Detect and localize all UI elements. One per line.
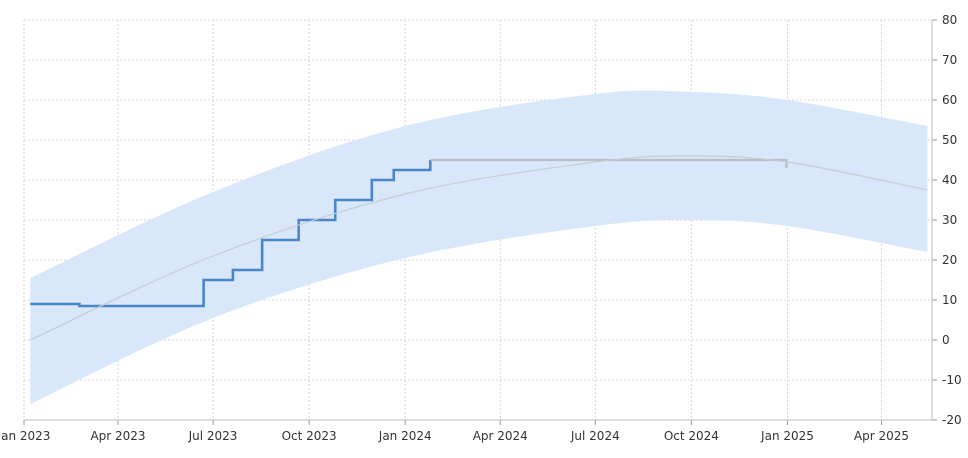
actual-step-line bbox=[30, 160, 432, 308]
y-tick-label: -20 bbox=[942, 413, 962, 427]
y-tick-label: 60 bbox=[942, 93, 957, 107]
x-tick-label: Jan 2023 bbox=[0, 429, 50, 443]
x-tick-label: Apr 2024 bbox=[473, 429, 528, 443]
y-tick-label: 10 bbox=[942, 293, 957, 307]
x-tick-label: Jul 2023 bbox=[188, 429, 238, 443]
confidence-band bbox=[30, 90, 928, 405]
y-tick-label: 80 bbox=[942, 13, 957, 27]
y-tick-label: -10 bbox=[942, 373, 962, 387]
x-tick-label: Apr 2025 bbox=[854, 429, 909, 443]
x-tick-label: Jan 2025 bbox=[760, 429, 814, 443]
x-tick-label: Apr 2023 bbox=[90, 429, 145, 443]
forecast-step-line bbox=[430, 158, 788, 168]
y-tick-label: 50 bbox=[942, 133, 957, 147]
y-tick-label: 70 bbox=[942, 53, 957, 67]
axes: -20 -10 0 10 20 30 40 50 60 70 80 Jan 2023 Apr 2023 J… bbox=[0, 13, 962, 443]
series-lines bbox=[30, 155, 928, 341]
x-tick-label: Oct 2024 bbox=[664, 429, 719, 443]
y-tick-label: 20 bbox=[942, 253, 957, 267]
x-tick-label: Oct 2023 bbox=[282, 429, 337, 443]
y-tick-label: 40 bbox=[942, 173, 957, 187]
x-tick-label: Jul 2024 bbox=[570, 429, 620, 443]
y-tick-label: 0 bbox=[942, 333, 950, 347]
trend-line bbox=[30, 155, 928, 341]
x-tick-label: Jan 2024 bbox=[378, 429, 432, 443]
y-tick-label: 30 bbox=[942, 213, 957, 227]
confidence-band-area bbox=[30, 90, 928, 405]
